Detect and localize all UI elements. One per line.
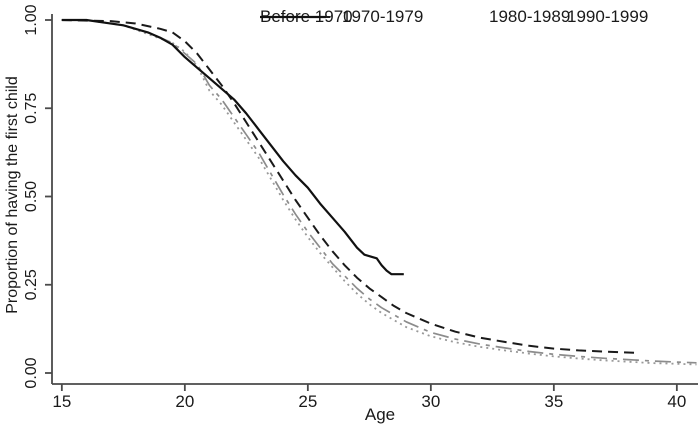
- series-1980-1989: [61, 19, 640, 354]
- y-tick-label: 0.25: [23, 269, 40, 300]
- x-axis-title: Age: [364, 405, 396, 424]
- legend-label-1970-1979: 1970-1979: [342, 7, 424, 26]
- series-1970-1979: [61, 19, 697, 366]
- series-1990-1999: [61, 18, 404, 276]
- series-before-1970: [61, 19, 697, 364]
- x-tick-label: 15: [52, 392, 71, 411]
- legend-label-1980-1989: 1980-1989: [489, 7, 571, 26]
- axes: [45, 14, 698, 391]
- y-tick-label: 0.75: [23, 93, 40, 124]
- legend-line-1990-1999: [260, 15, 326, 19]
- x-tick-label: 25: [298, 392, 317, 411]
- x-tick-label: 40: [667, 392, 686, 411]
- y-axis-title: Proportion of having the first child: [4, 76, 21, 314]
- legend-label-1990-1999: 1990-1999: [567, 7, 649, 26]
- x-tick-label: 20: [175, 392, 194, 411]
- y-tick-label: 1.00: [23, 4, 40, 35]
- legend: Before 1970 1970-1979 1980-1989 1990-199…: [260, 8, 677, 26]
- y-tick-label: 0.00: [23, 357, 40, 388]
- y-tick-label: 0.50: [23, 181, 40, 212]
- x-tick-label: 35: [544, 392, 563, 411]
- x-tick-label: 30: [421, 392, 440, 411]
